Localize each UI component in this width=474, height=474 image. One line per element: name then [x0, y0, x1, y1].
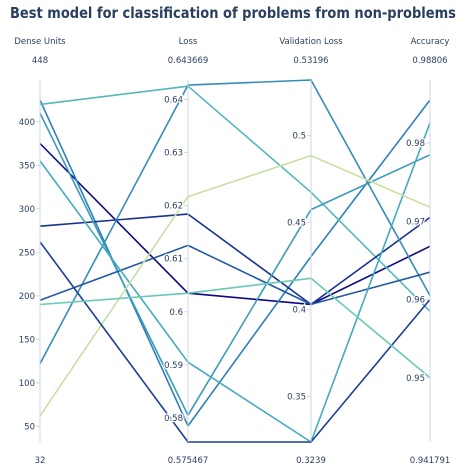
tick-label: 0.45	[287, 219, 306, 229]
series-line-9	[39, 154, 431, 417]
axis-val_loss: Validation Loss 0.53196 0.3239 0.35 0.4 0.45 0…	[279, 37, 343, 466]
tick-label: 0.5	[292, 132, 306, 142]
tick-label: 350	[19, 161, 35, 171]
tick-label: 200	[19, 292, 35, 302]
tick-label: 100	[19, 379, 35, 389]
tick-label: 0.61	[164, 255, 183, 265]
range-min-label: 0.3239	[296, 456, 326, 466]
chart-title: Best model for classification of problem…	[10, 4, 456, 22]
series-line-10	[39, 241, 431, 443]
tick-label: 150	[19, 335, 35, 345]
series-line-3	[39, 85, 431, 312]
series-line-5	[39, 79, 431, 365]
tick-label: 0.95	[406, 374, 425, 384]
axes: Dense Units 448 32 50 100 150 200 250 300 350 400 L…	[14, 37, 450, 466]
tick-label: 0.35	[287, 393, 306, 403]
dimension-label: Validation Loss	[279, 37, 343, 47]
tick-label: 250	[19, 248, 35, 258]
axis-accuracy: Accuracy 0.98806 0.941791 0.95 0.96 0.97 0.98	[405, 37, 451, 466]
range-min-label: 0.575467	[168, 456, 209, 466]
dimension-label: Dense Units	[14, 37, 66, 47]
range-max-label: 0.98806	[412, 56, 447, 66]
range-max-label: 0.643669	[168, 56, 209, 66]
range-min-label: 32	[35, 456, 46, 466]
dimension-label: Loss	[179, 37, 198, 47]
dimension-label: Accuracy	[411, 37, 450, 47]
range-max-label: 448	[32, 56, 48, 66]
axis-loss: Loss 0.643669 0.575467 0.58 0.59 0.6 0.61 0.62 0…	[163, 37, 209, 466]
tick-label: 0.4	[292, 306, 306, 316]
axis-dense_units: Dense Units 448 32 50 100 150 200 250 300 350 400	[14, 37, 66, 466]
tick-label: 0.59	[164, 361, 183, 371]
tick-label: 0.98	[406, 139, 425, 149]
range-max-label: 0.53196	[293, 56, 328, 66]
range-min-label: 0.941791	[410, 456, 451, 466]
tick-label: 300	[19, 205, 35, 215]
series-line-4	[39, 213, 431, 306]
tick-label: 400	[19, 118, 35, 128]
tick-label: 0.62	[164, 202, 183, 212]
series-line-1	[39, 142, 431, 306]
tick-label: 50	[24, 422, 35, 432]
tick-label: 0.6	[169, 308, 183, 318]
series-line-8	[39, 122, 431, 443]
series-line-2	[39, 99, 431, 427]
series-line-11	[39, 277, 431, 379]
series-lines	[39, 79, 431, 443]
tick-label: 0.63	[164, 149, 183, 159]
tick-label: 0.58	[164, 414, 183, 424]
tick-label: 0.97	[406, 217, 425, 227]
tick-label: 0.96	[406, 296, 425, 306]
tick-label: 0.64	[164, 95, 183, 105]
series-line-7	[39, 244, 431, 306]
